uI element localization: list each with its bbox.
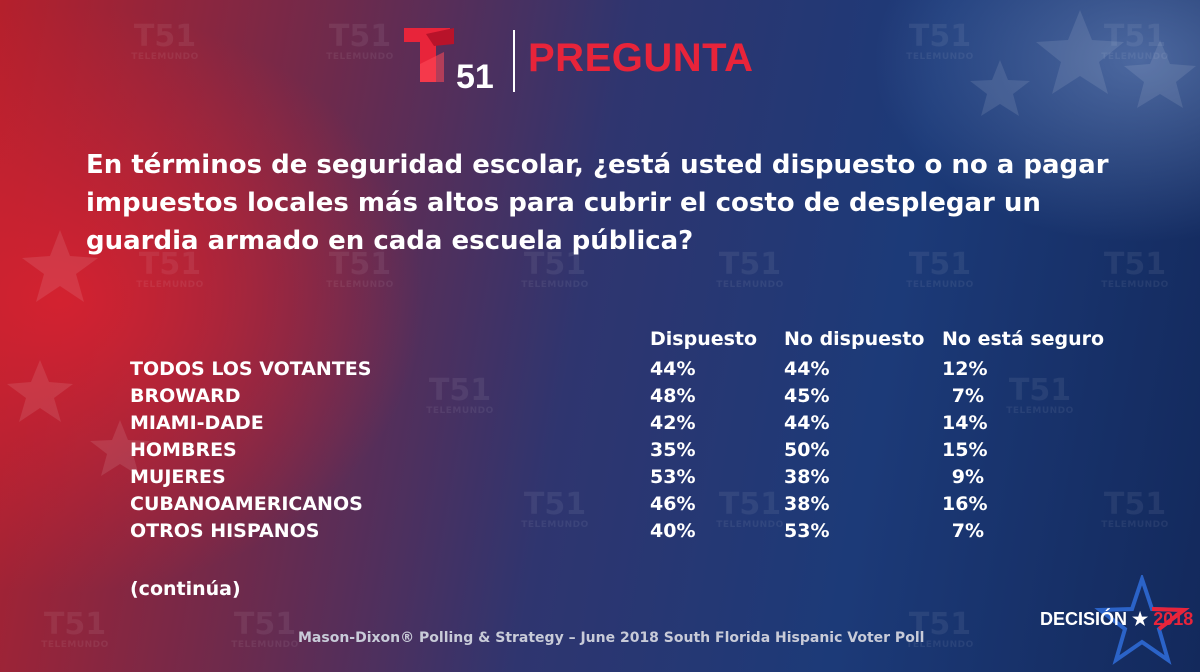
row-label: MIAMI-DADE [130,412,264,434]
table-row: MIAMI-DADE 42% 44% 14% [130,412,1130,439]
table-row: TODOS LOS VOTANTES 44% 44% 12% [130,358,1130,385]
watermark-logo: T51 TELEMUNDO [136,247,204,291]
cell-value: 7% [951,520,984,542]
badge-text: DECISIÓN ★ 2018 [1040,609,1193,630]
cell-value: 46% [650,493,696,515]
badge-star-icon: ★ [1132,609,1149,629]
watermark-logo: T51 TELEMUNDO [1006,373,1074,417]
table-row: HOMBRES 35% 50% 15% [130,439,1130,466]
source-footer: Mason-Dixon® Polling & Strategy – June 2… [298,630,925,646]
decision-2018-badge: DECISIÓN ★ 2018 [1014,575,1194,665]
watermark-logo: T51 TELEMUNDO [1101,487,1169,531]
page-title: PREGUNTA [528,36,754,80]
watermark-logo: T51 TELEMUNDO [716,247,784,291]
telemundo-51-logo: 51 [404,28,494,94]
watermark-logo: T51 TELEMUNDO [41,607,109,651]
cell-value: 35% [650,439,696,461]
watermark-logo: T51 TELEMUNDO [326,19,394,63]
watermark-logo: T51 TELEMUNDO [231,607,299,651]
table-row: MUJERES 53% 38% 9% [130,466,1130,493]
row-label: TODOS LOS VOTANTES [130,358,372,380]
cell-value: 53% [650,466,696,488]
watermark-logo: T51 TELEMUNDO [906,607,974,651]
results-table: Dispuesto No dispuesto No está seguro TO… [130,328,1130,547]
column-header: No está seguro [942,328,1105,350]
cell-value: 16% [942,493,988,515]
cell-value: 38% [784,493,830,515]
cell-value: 44% [784,412,830,434]
star-outline-icon [1094,575,1190,665]
table-row: CUBANOAMERICANOS 46% 38% 16% [130,493,1130,520]
logo-number: 51 [456,58,494,94]
badge-word: DECISIÓN [1040,609,1128,629]
watermark-logo: T51 TELEMUNDO [1101,19,1169,63]
cell-value: 12% [942,358,988,380]
cell-value: 7% [951,385,984,407]
row-label: OTROS HISPANOS [130,520,320,542]
watermark-logo: T51 TELEMUNDO [521,247,589,291]
row-label: MUJERES [130,466,226,488]
row-label: HOMBRES [130,439,237,461]
cell-value: 42% [650,412,696,434]
badge-year: 2018 [1153,609,1194,629]
cell-value: 45% [784,385,830,407]
cell-value: 40% [650,520,696,542]
table-header: Dispuesto No dispuesto No está seguro [130,328,1130,358]
cell-value: 44% [784,358,830,380]
watermark-logo: T51 TELEMUNDO [521,487,589,531]
table-row: OTROS HISPANOS 40% 53% 7% [130,520,1130,547]
cell-value: 50% [784,439,830,461]
watermark-logo: T51 TELEMUNDO [326,247,394,291]
cell-value: 14% [942,412,988,434]
cell-value: 38% [784,466,830,488]
watermark-logo: T51 TELEMUNDO [906,247,974,291]
column-header: No dispuesto [784,328,925,350]
header-divider [513,30,515,92]
cell-value: 9% [951,466,984,488]
watermark-logo: T51 TELEMUNDO [426,373,494,417]
cell-value: 44% [650,358,696,380]
cell-value: 53% [784,520,830,542]
table-row: BROWARD 48% 45% 7% [130,385,1130,412]
watermark-logo: T51 TELEMUNDO [1101,247,1169,291]
continued-note: (continúa) [130,578,241,600]
question-text: En términos de seguridad escolar, ¿está … [86,150,1109,256]
row-label: CUBANOAMERICANOS [130,493,363,515]
cell-value: 48% [650,385,696,407]
row-label: BROWARD [130,385,241,407]
watermark-logo: T51 TELEMUNDO [131,19,199,63]
cell-value: 15% [942,439,988,461]
watermark-logo: T51 TELEMUNDO [906,19,974,63]
watermark-logo: T51 TELEMUNDO [716,487,784,531]
column-header: Dispuesto [650,328,758,350]
